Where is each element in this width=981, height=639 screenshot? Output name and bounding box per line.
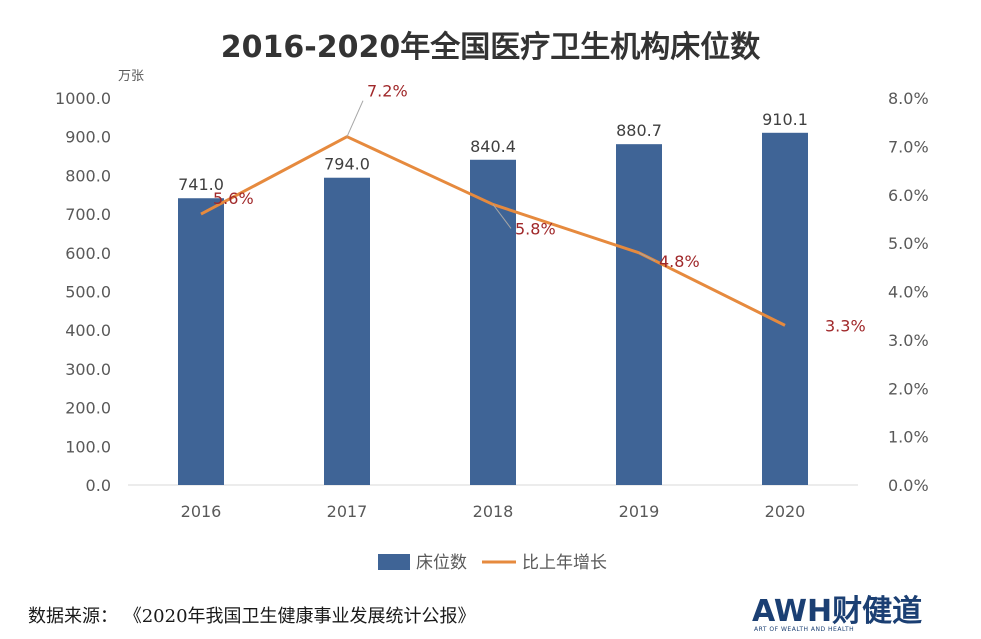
x-tick-label: 2020 bbox=[765, 502, 806, 521]
bar bbox=[762, 132, 808, 485]
leader-line bbox=[346, 100, 364, 137]
x-tick-label: 2018 bbox=[473, 502, 514, 521]
legend-label-line: 比上年增长 bbox=[522, 553, 607, 573]
legend-label-bar: 床位数 bbox=[416, 553, 467, 573]
x-tick-label: 2019 bbox=[619, 502, 660, 521]
chart-title: 2016-2020年全国医疗卫生机构床位数 bbox=[220, 30, 761, 65]
right-tick-label: 6.0% bbox=[888, 186, 929, 205]
left-tick-label: 900.0 bbox=[65, 128, 111, 147]
right-tick-label: 3.0% bbox=[888, 331, 929, 350]
right-tick-label: 1.0% bbox=[888, 428, 929, 447]
left-tick-label: 500.0 bbox=[65, 283, 111, 302]
brand-logo: AWH财健道 ART OF WEALTH AND HEALTH bbox=[752, 596, 974, 636]
left-tick-label: 300.0 bbox=[65, 360, 111, 379]
legend-swatch-bar bbox=[378, 554, 410, 570]
logo-text: AWH财健道 bbox=[752, 594, 923, 629]
x-tick-label: 2017 bbox=[327, 502, 368, 521]
bar bbox=[470, 159, 516, 485]
bar-data-label: 794.0 bbox=[324, 155, 370, 174]
bar bbox=[178, 198, 224, 485]
bar bbox=[324, 177, 370, 486]
right-tick-label: 7.0% bbox=[888, 137, 929, 156]
line-data-label: 7.2% bbox=[367, 82, 408, 101]
bar-data-label: 880.7 bbox=[616, 121, 662, 140]
bar-data-label: 840.4 bbox=[470, 137, 516, 156]
leader-line bbox=[638, 252, 656, 262]
line-data-label: 4.8% bbox=[659, 252, 700, 271]
left-tick-label: 400.0 bbox=[65, 321, 111, 340]
left-tick-label: 0.0 bbox=[86, 476, 111, 495]
logo-subtext: ART OF WEALTH AND HEALTH bbox=[754, 626, 855, 633]
right-tick-label: 5.0% bbox=[888, 234, 929, 253]
bar bbox=[616, 144, 662, 485]
right-tick-label: 2.0% bbox=[888, 379, 929, 398]
y-axis-unit: 万张 bbox=[118, 69, 144, 84]
right-tick-label: 0.0% bbox=[888, 476, 929, 495]
chart-area: 万张 0.0 100.0 200.0 300.0 400.0 500.0 600.0 700.0… bbox=[55, 69, 929, 573]
line-data-label: 5.8% bbox=[515, 219, 556, 238]
x-tick-label: 2016 bbox=[181, 502, 222, 521]
line-data-label: 5.6% bbox=[213, 189, 254, 208]
left-tick-label: 1000.0 bbox=[55, 89, 111, 108]
bar-data-label: 741.0 bbox=[178, 175, 224, 194]
left-tick-label: 200.0 bbox=[65, 399, 111, 418]
left-tick-label: 600.0 bbox=[65, 244, 111, 263]
data-source-note: 数据来源： 《2020年我国卫生健康事业发展统计公报》 bbox=[28, 606, 476, 627]
left-tick-label: 100.0 bbox=[65, 437, 111, 456]
bar-data-label: 910.1 bbox=[762, 110, 808, 129]
left-tick-label: 800.0 bbox=[65, 166, 111, 185]
line-data-label: 3.3% bbox=[825, 316, 866, 335]
left-tick-label: 700.0 bbox=[65, 205, 111, 224]
right-tick-label: 4.0% bbox=[888, 283, 929, 302]
right-tick-label: 8.0% bbox=[888, 89, 929, 108]
leader-line bbox=[492, 204, 512, 229]
